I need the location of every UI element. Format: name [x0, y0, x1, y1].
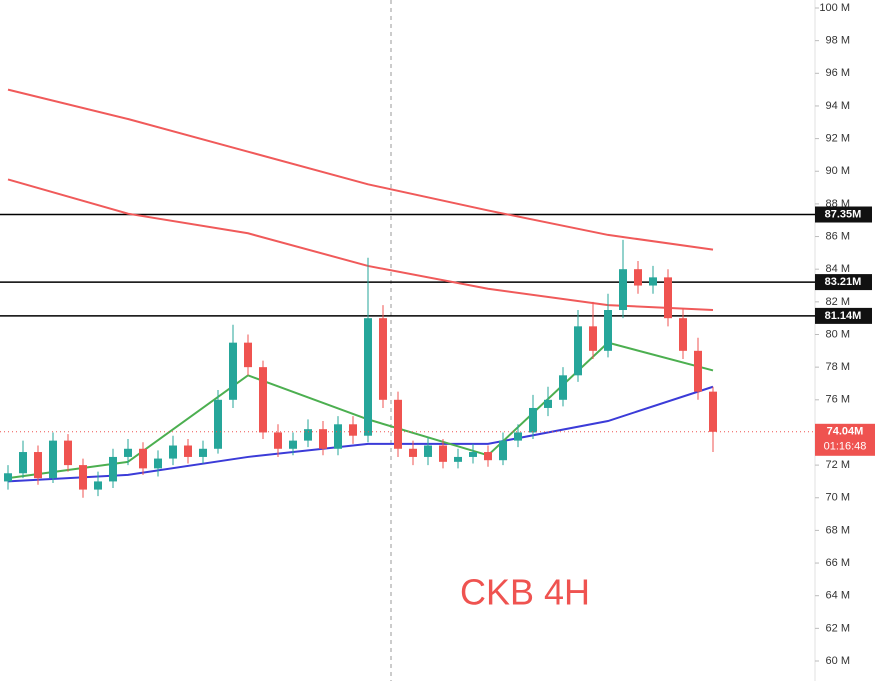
- candle-body: [619, 269, 627, 311]
- candle-body: [304, 429, 312, 441]
- candle-body: [274, 432, 282, 449]
- candle-body: [379, 318, 387, 400]
- y-tick-label: 90 M: [826, 165, 850, 177]
- level-label: 83.21M: [825, 276, 862, 288]
- y-tick-label: 62 M: [826, 622, 850, 634]
- candle-body: [154, 458, 162, 469]
- ma-line: [7, 88, 714, 251]
- candle-body: [79, 465, 87, 490]
- candle-body: [664, 277, 672, 319]
- level-label: 81.14M: [825, 310, 862, 322]
- candle-body: [484, 452, 492, 461]
- candle-body: [49, 440, 57, 479]
- candle-body: [409, 448, 417, 457]
- candle-body: [64, 440, 72, 466]
- level-tag: [815, 274, 872, 291]
- level-tag: [815, 206, 872, 223]
- candle-body: [244, 342, 252, 368]
- candle-body: [4, 473, 12, 482]
- level-tag: [815, 307, 872, 324]
- y-tick-label: 66 M: [826, 557, 850, 569]
- y-tick-label: 64 M: [826, 590, 850, 602]
- candle-body: [229, 342, 237, 400]
- candle-body: [649, 277, 657, 286]
- candle-body: [634, 269, 642, 286]
- candle-body: [109, 456, 117, 482]
- candle-body: [94, 481, 102, 490]
- candle-body: [394, 399, 402, 449]
- y-tick-label: 100 M: [819, 2, 850, 14]
- candle-body: [184, 445, 192, 457]
- countdown: 01:16:48: [824, 441, 867, 453]
- candle-body: [124, 448, 132, 457]
- y-tick-label: 82 M: [826, 296, 850, 308]
- y-tick-label: 86 M: [826, 230, 850, 242]
- candle-body: [709, 391, 717, 432]
- candle-body: [499, 440, 507, 461]
- price-label: 74.04M: [827, 426, 864, 438]
- candle-body: [559, 375, 567, 400]
- y-tick-label: 96 M: [826, 67, 850, 79]
- candle-body: [514, 432, 522, 441]
- candle-body: [289, 440, 297, 449]
- chart-title: CKB 4H: [460, 572, 590, 613]
- level-label: 87.35M: [825, 208, 862, 220]
- y-tick-label: 80 M: [826, 328, 850, 340]
- y-tick-label: 98 M: [826, 35, 850, 47]
- candle-body: [334, 424, 342, 449]
- candle-body: [34, 452, 42, 479]
- ma-line: [7, 385, 714, 483]
- y-tick-label: 60 M: [826, 655, 850, 667]
- candle-body: [439, 445, 447, 462]
- candle-body: [679, 318, 687, 351]
- candle-body: [319, 429, 327, 449]
- candle-body: [19, 452, 27, 474]
- candle-body: [199, 448, 207, 457]
- candle-body: [694, 350, 702, 392]
- y-tick-label: 84 M: [826, 263, 850, 275]
- candle-body: [529, 407, 537, 433]
- y-tick-label: 70 M: [826, 492, 850, 504]
- candle-body: [169, 445, 177, 459]
- y-tick-label: 76 M: [826, 394, 850, 406]
- candle-body: [469, 452, 477, 457]
- y-tick-label: 68 M: [826, 524, 850, 536]
- candle-body: [544, 399, 552, 408]
- candle-body: [589, 326, 597, 351]
- candle-body: [214, 399, 222, 449]
- candle-body: [364, 318, 372, 436]
- candle-body: [259, 367, 267, 433]
- y-tick-label: 72 M: [826, 459, 850, 471]
- candle-body: [574, 326, 582, 376]
- y-tick-label: 92 M: [826, 133, 850, 145]
- candle-body: [454, 456, 462, 462]
- candle-body: [424, 445, 432, 457]
- price-tag: [815, 423, 875, 456]
- candle-body: [604, 310, 612, 351]
- candle-body: [349, 424, 357, 436]
- y-tick-label: 78 M: [826, 361, 850, 373]
- candle-body: [139, 448, 147, 469]
- y-tick-label: 94 M: [826, 100, 850, 112]
